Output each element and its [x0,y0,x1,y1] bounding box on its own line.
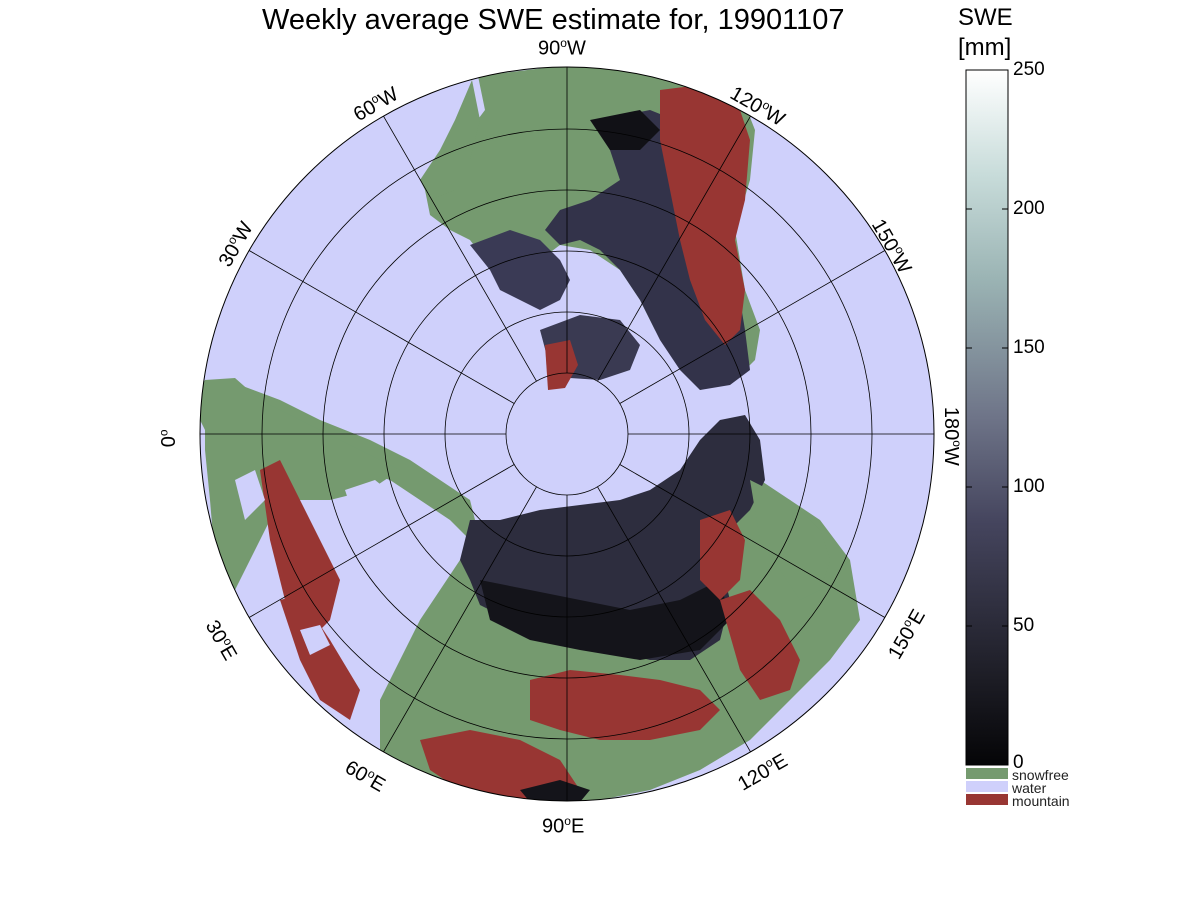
colorbar-tick-label: 0 [1013,752,1024,773]
caspian-sea [355,645,382,695]
tibet-snow [520,780,590,801]
greenland-land [420,80,480,200]
colorbar-tick-label: 50 [1013,615,1035,636]
legend-label-mountain: mountain [1012,793,1070,809]
colorbar-tick-label: 200 [1013,198,1045,219]
baltic-sea [235,470,265,520]
lon-label-90e: 90oE [542,814,585,838]
meridian-line [383,115,537,382]
central-asia-mountains [530,670,720,740]
europe-mountains [260,460,340,640]
colorbar-ticks [966,69,1008,766]
east-asia-mountains [720,590,800,700]
rocky-mountains [660,85,750,345]
map-title: Weekly average SWE estimate for, 1990110… [262,4,845,36]
meridian-line [597,115,751,382]
baffin-mountain [545,340,578,390]
colorbar-tick-label: 100 [1013,476,1045,497]
siberia-snow-deep [480,580,730,660]
lon-label-180w: 180oW [940,406,964,466]
white-sea [345,480,400,510]
colorbar-label-line2: [mm] [958,34,1012,61]
legend-swatch-mountain [966,794,1008,805]
colorbar-gradient [965,69,1009,766]
colorbar-label-line1: SWE [958,4,1013,31]
meridian-line [619,464,886,618]
lon-label-90w: 90oW [538,36,586,60]
meridian-line [248,250,515,404]
legend-swatch-water [966,781,1008,792]
colorbar-tick-label: 250 [1013,59,1045,80]
meridian-line [619,250,886,404]
siberia-mountains [700,510,745,600]
scandinavia-land [205,378,400,600]
meridian-line [383,486,537,753]
caucasus-mountains [280,595,360,720]
black-sea [300,625,330,655]
canada-snow-dark [590,110,660,150]
hudson-bay-snow [470,230,570,310]
legend-swatch-snowfree [966,768,1008,779]
meridian-line [248,464,515,618]
kamchatka-land [750,480,830,600]
legend-label-snowfree: snowfree [1012,767,1069,783]
map-boundary [199,66,935,802]
himalaya-mountains [420,730,580,800]
meridian-line [597,486,751,753]
legend-label-water: water [1012,780,1047,796]
colorbar-tick-label: 150 [1013,337,1045,358]
lon-label-0: 0o [156,429,181,448]
meridian-lines [200,67,934,801]
